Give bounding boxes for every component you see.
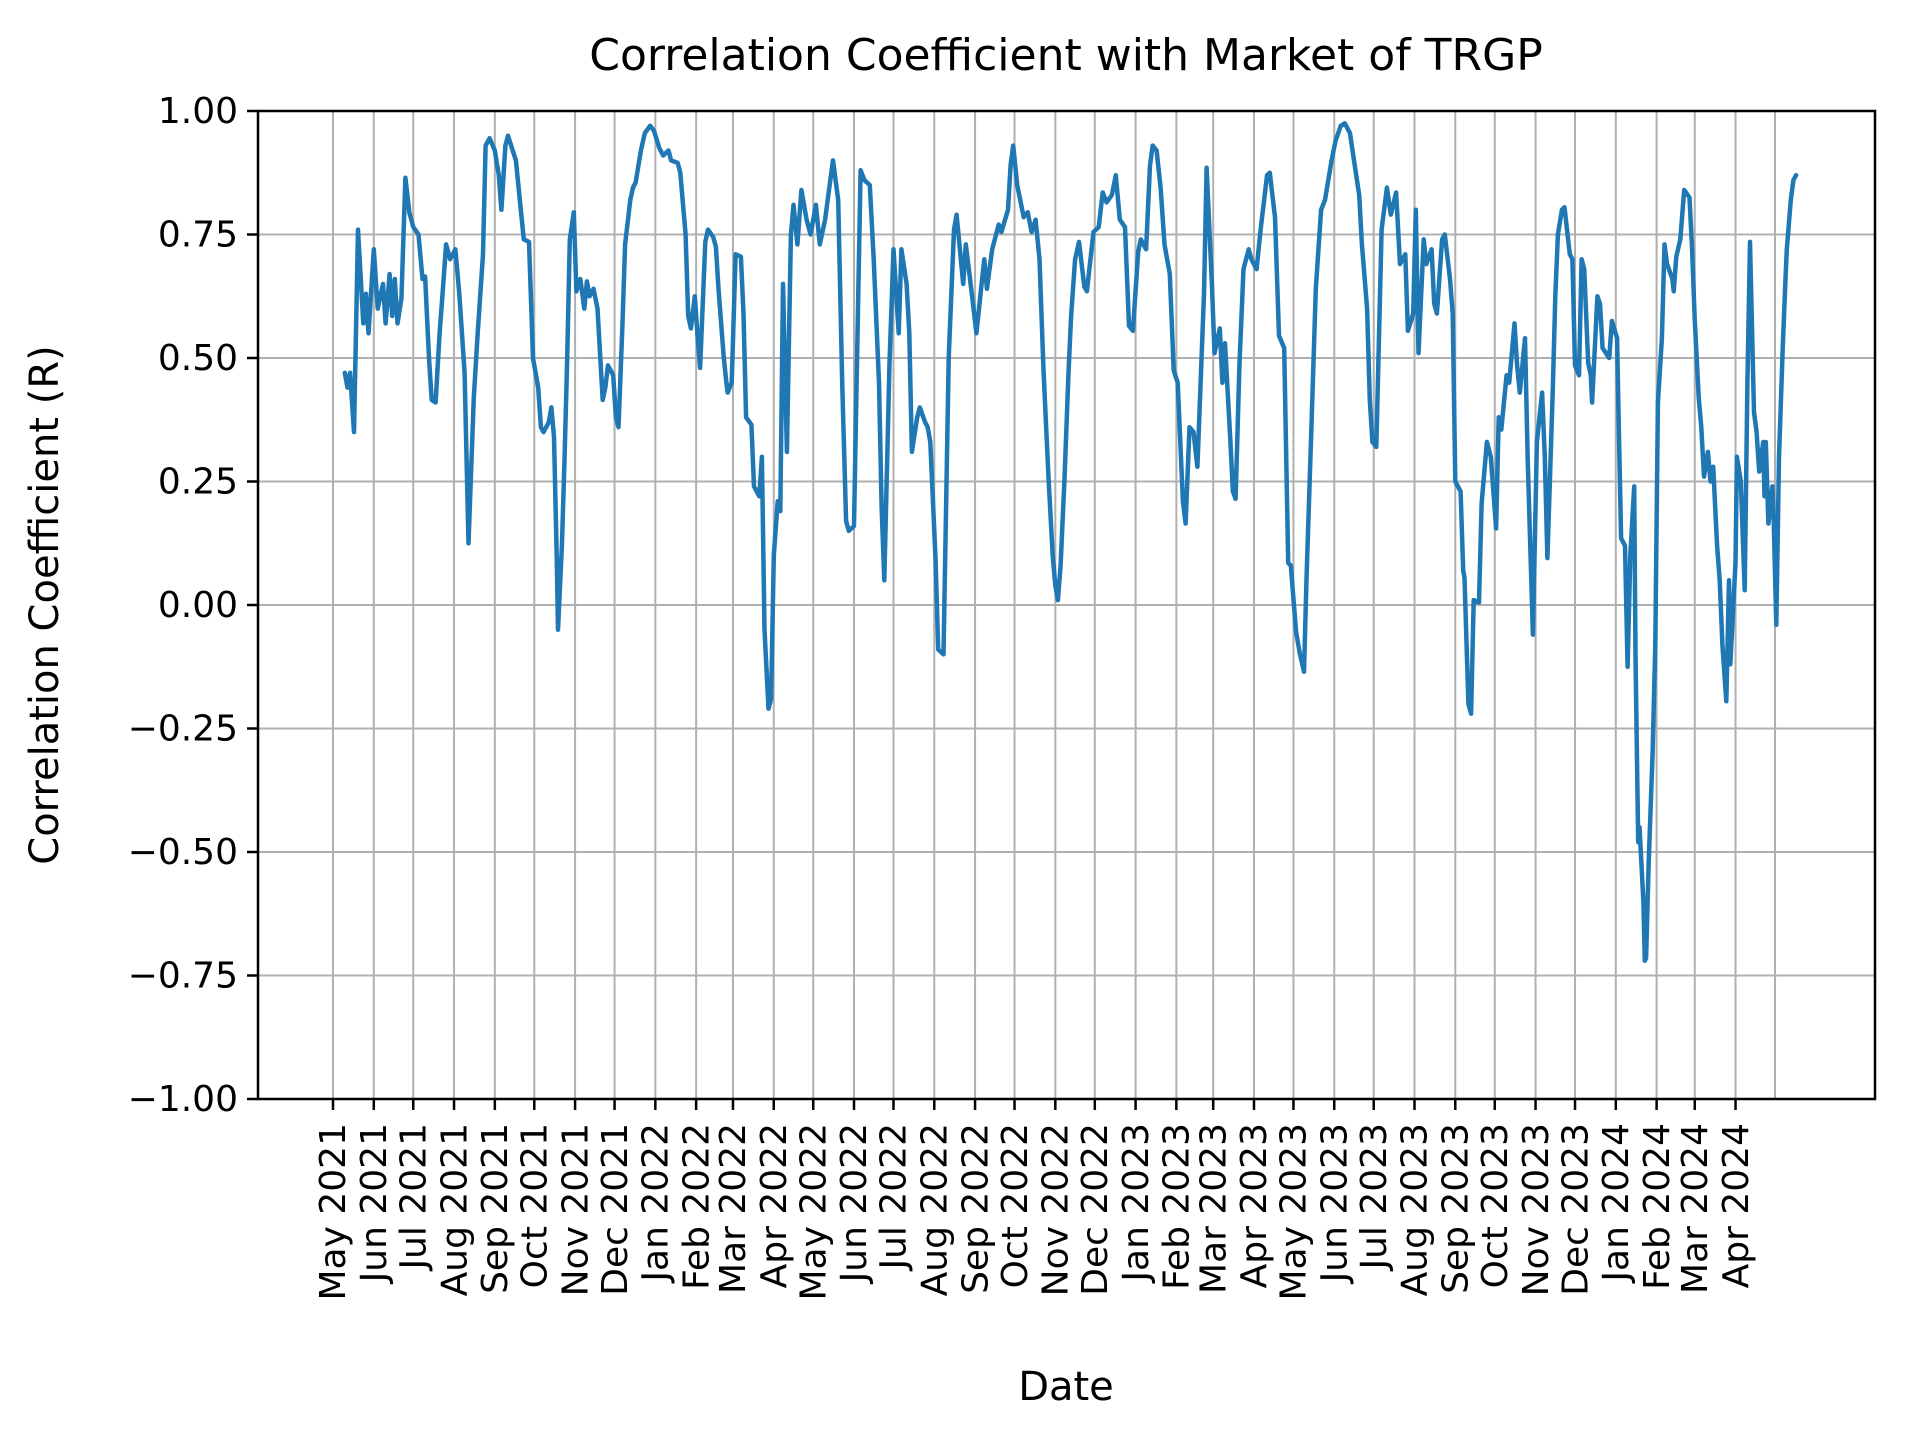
y-tick-label: 1.00 (158, 91, 238, 132)
x-tick-label: Oct 2021 (515, 1123, 556, 1288)
x-tick-label: Dec 2022 (1075, 1123, 1116, 1296)
y-tick-label: 0.00 (158, 585, 238, 626)
x-tick-label: Mar 2024 (1675, 1123, 1716, 1294)
x-tick-label: Oct 2022 (995, 1123, 1036, 1288)
x-tick-label: Dec 2021 (595, 1123, 636, 1296)
x-axis-label: Date (1018, 1364, 1114, 1410)
y-tick-label: −0.25 (128, 708, 238, 749)
x-tick-label: Sep 2022 (955, 1123, 996, 1294)
x-tick-label: Mar 2022 (713, 1123, 754, 1294)
y-tick-label: 0.50 (158, 338, 238, 379)
x-tick-label: Aug 2023 (1395, 1123, 1436, 1296)
x-tick-label: Sep 2023 (1436, 1123, 1477, 1294)
x-tick-label: May 2021 (313, 1123, 354, 1301)
x-tick-label: Jul 2023 (1354, 1123, 1395, 1272)
x-tick-label: Jul 2022 (874, 1123, 915, 1272)
x-tick-label: Nov 2023 (1516, 1123, 1557, 1296)
x-tick-label: Nov 2021 (555, 1123, 596, 1296)
x-tick-label: Oct 2023 (1475, 1123, 1516, 1288)
x-tick-label: Jan 2024 (1596, 1123, 1637, 1284)
y-tick-label: −1.00 (128, 1079, 238, 1120)
x-tick-label: Dec 2023 (1555, 1123, 1596, 1296)
y-axis-label: Correlation Coefficient (R) (22, 345, 68, 864)
x-tick-label: Jun 2023 (1314, 1123, 1355, 1284)
x-tick-label: Jan 2023 (1116, 1123, 1157, 1284)
x-tick-label: Feb 2023 (1157, 1123, 1198, 1290)
x-tick-label: Apr 2023 (1234, 1123, 1275, 1288)
y-tick-label: 0.75 (158, 214, 238, 255)
chart-title: Correlation Coefficient with Market of T… (589, 30, 1543, 81)
x-tick-label: Apr 2024 (1716, 1123, 1757, 1288)
series-layer (342, 121, 1799, 963)
x-tick-label: Jan 2022 (636, 1123, 677, 1284)
y-tick-label: −0.75 (128, 955, 238, 996)
x-tick-label: Sep 2021 (475, 1123, 516, 1294)
x-tick-label: Aug 2022 (915, 1123, 956, 1296)
x-tick-label: Feb 2024 (1637, 1123, 1678, 1290)
x-tick-label: Mar 2023 (1193, 1123, 1234, 1294)
x-tick-label: May 2022 (793, 1123, 834, 1301)
x-tick-label: Nov 2022 (1036, 1123, 1077, 1296)
x-tick-label: Jun 2022 (834, 1123, 875, 1284)
x-tick-label: Feb 2022 (676, 1123, 717, 1290)
y-tick-label: −0.50 (128, 832, 238, 873)
x-tick-label: Jul 2021 (393, 1123, 434, 1272)
x-tick-label: Aug 2021 (434, 1123, 475, 1296)
correlation-line (342, 121, 1799, 963)
x-tick-label: Jun 2021 (354, 1123, 395, 1284)
y-tick-label: 0.25 (158, 461, 238, 502)
x-tick-label: May 2023 (1274, 1123, 1315, 1301)
grid-layer (258, 110, 1875, 1100)
x-tick-label: Apr 2022 (754, 1123, 795, 1288)
